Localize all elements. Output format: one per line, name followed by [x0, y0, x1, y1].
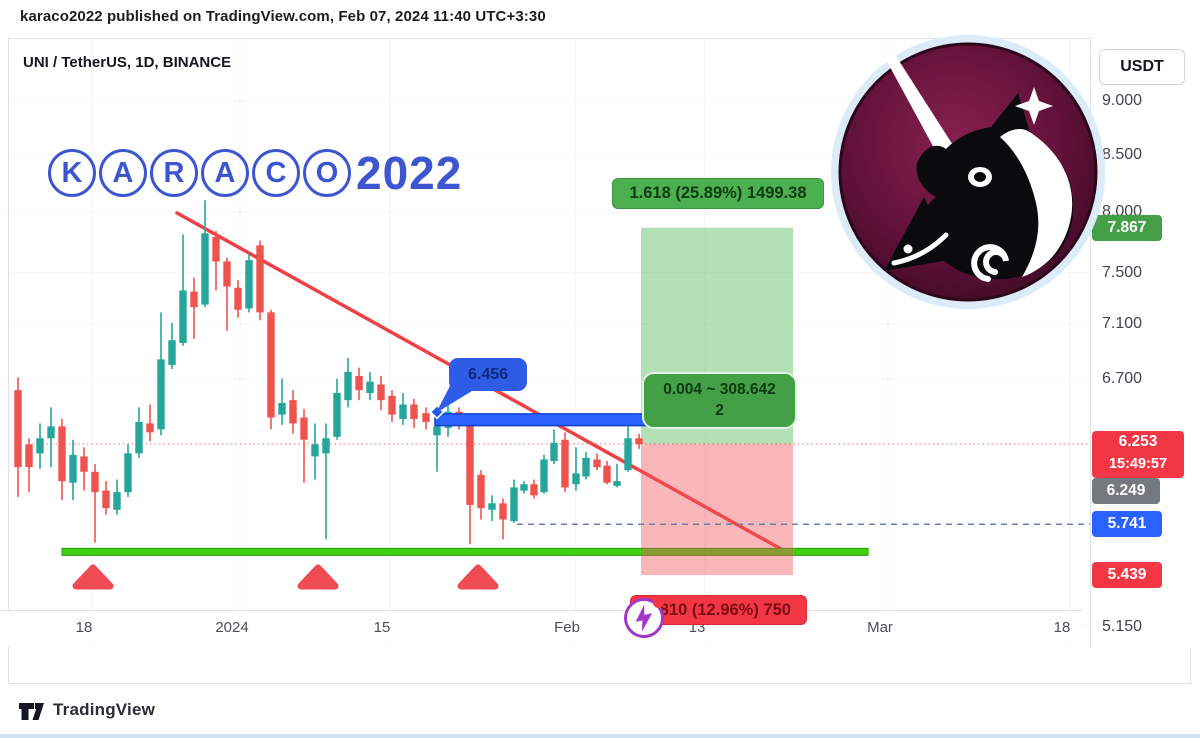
price-tick: 7.500 — [1102, 263, 1143, 281]
price-label-5.439: 5.439 — [1092, 562, 1162, 589]
time-tick-18: 18 — [75, 619, 93, 636]
price-label-7.867: 7.867 — [1092, 214, 1162, 241]
watermark-suffix: 2022 — [356, 147, 463, 199]
tradingview-logo-icon — [19, 703, 44, 720]
lightning-bolt-icon — [635, 604, 653, 632]
target-measure-label[interactable]: 1.618 (25.89%) 1499.38 — [612, 178, 824, 209]
price-tick: 7.100 — [1102, 315, 1143, 333]
price-tick: 6.700 — [1102, 369, 1143, 387]
time-tick-18: 18 — [1053, 619, 1071, 636]
watermark-letter: A — [201, 149, 249, 197]
uniswap-unicorn-logo — [831, 35, 1105, 309]
price-label-6.253: 6.253 15:49:57 — [1092, 430, 1184, 478]
time-tick-Mar: Mar — [867, 619, 893, 636]
currency-button[interactable]: USDT — [1099, 49, 1185, 85]
price-label-6.249: 6.249 — [1092, 478, 1160, 505]
risk-reward-line2: 2 — [715, 401, 724, 419]
watermark-letter: R — [150, 149, 198, 197]
time-tick-15: 15 — [373, 619, 391, 636]
symbol-title[interactable]: UNI / TetherUS, 1D, BINANCE — [23, 54, 232, 71]
watermark-letter: K — [48, 149, 96, 197]
risk-reward-label[interactable]: 0.004 ~ 308.642 2 — [642, 372, 797, 429]
attribution-text: karaco2022 published on TradingView.com,… — [20, 8, 546, 25]
flash-icon[interactable] — [624, 597, 664, 638]
time-axis[interactable]: 18 2024 15 Feb 13 Mar 18 — [0, 610, 1082, 646]
price-tick: 9.000 — [1102, 92, 1143, 109]
time-tick-Feb: Feb — [554, 619, 580, 636]
price-label-5.741: 5.741 — [1092, 511, 1162, 538]
price-axis[interactable]: USDT 9.000 8.500 8.000 7.500 7.100 6.700 5.150… — [1090, 38, 1192, 648]
price-tick: 8.500 — [1102, 145, 1143, 163]
watermark-letter: C — [252, 149, 300, 197]
tradingview-brand: TradingView — [53, 700, 156, 719]
notification-dot — [653, 597, 664, 608]
risk-reward-line1: 0.004 ~ 308.642 — [663, 380, 776, 398]
price-tick: 5.150 — [1102, 617, 1143, 635]
watermark-letter: O — [303, 149, 351, 197]
watermark-letter: A — [99, 149, 147, 197]
time-tick-2024: 2024 — [215, 619, 249, 636]
watermark: K A R A C O 2022 — [48, 146, 462, 200]
price-callout[interactable]: 6.456 — [449, 358, 527, 391]
footer: TradingView — [18, 698, 155, 722]
bottom-border-strip — [0, 734, 1200, 738]
